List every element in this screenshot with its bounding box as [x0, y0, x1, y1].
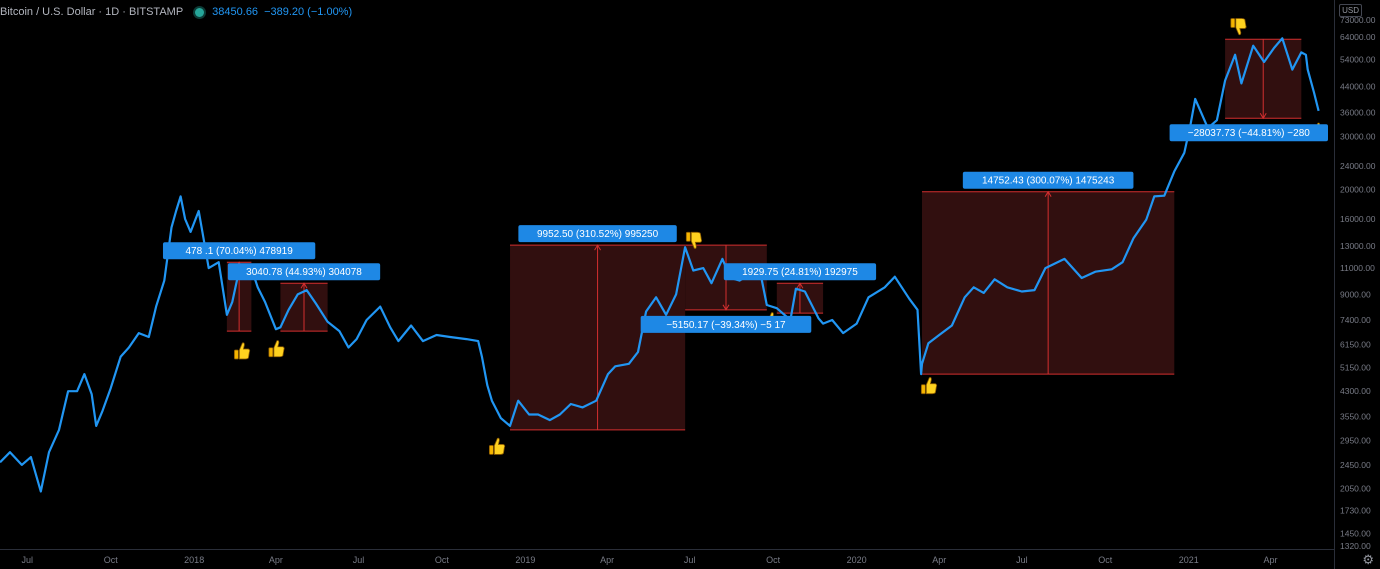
x-tick-label: Oct	[435, 555, 450, 565]
thumb-hand	[690, 231, 703, 249]
x-tick-label: Oct	[766, 555, 781, 565]
y-tick-label: 7400.00	[1340, 315, 1371, 325]
y-tick-label: 4300.00	[1340, 386, 1371, 396]
range-labels: 478 .1 (70.04%) 478919 3040.78 (44.93%) 3…	[162, 124, 1328, 333]
range-label: 3040.78 (44.93%) 304078	[227, 263, 381, 281]
y-tick-label: 9000.00	[1340, 289, 1371, 299]
arrow-up-icon	[594, 244, 602, 251]
market-status-icon	[195, 7, 205, 17]
range-label: −5150.17 (−39.34%) −5 17	[640, 315, 812, 333]
range-label: 478 .1 (70.04%) 478919	[162, 242, 316, 260]
x-tick-label: Jul	[353, 555, 365, 565]
range-label-bg	[518, 225, 677, 243]
x-tick-label: Jul	[684, 555, 696, 565]
arrow-up-icon	[300, 282, 308, 289]
y-tick-label: 16000.00	[1340, 214, 1376, 224]
price-axis[interactable]: 1320.00 1450.00 1730.00 2050.00 2450.00 2950.…	[1334, 0, 1376, 569]
y-tick-label: 6150.00	[1340, 339, 1371, 349]
y-tick-label: 64000.00	[1340, 32, 1376, 42]
thumb-cuff	[268, 347, 274, 358]
x-tick-label: Apr	[600, 555, 614, 565]
arrow-down-icon	[1259, 112, 1267, 120]
y-tick-label: 13000.00	[1340, 241, 1376, 251]
x-tick-label: 2021	[1179, 555, 1199, 565]
range-label-bg	[1169, 124, 1328, 142]
thumb-hand	[273, 340, 285, 358]
range-label: 1929.75 (24.81%) 192975	[723, 263, 877, 281]
range-label-text: 1929.75 (24.81%) 192975	[742, 267, 858, 278]
range-label-bg	[723, 263, 877, 281]
currency-button[interactable]: USD	[1339, 4, 1362, 17]
symbol-title: Bitcoin / U.S. Dollar · 1D · BITSTAMP	[0, 6, 184, 18]
thumb-cuff	[920, 384, 926, 395]
x-tick-label: Apr	[932, 555, 946, 565]
range-label-text: −28037.73 (−44.81%) −280	[1188, 128, 1310, 139]
range-label-text: −5150.17 (−39.34%) −5 17	[666, 320, 786, 331]
x-tick-label: Jul	[1016, 555, 1028, 565]
time-axis[interactable]: Jul Oct 2018 Apr Jul Oct 2019 Apr Jul Oct 2020 Apr J…	[0, 549, 1334, 566]
thumb-hand	[238, 342, 251, 360]
x-tick-label: Oct	[1098, 555, 1113, 565]
thumb-hand	[925, 377, 938, 395]
y-tick-label: 2050.00	[1340, 483, 1371, 493]
arrow-up-icon	[796, 282, 804, 289]
price-series	[0, 37, 1320, 493]
thumb-cuff	[1230, 18, 1236, 28]
y-tick-label: 3550.00	[1340, 411, 1371, 421]
range-label: −28037.73 (−44.81%) −280	[1169, 124, 1328, 142]
range-label-text: 14752.43 (300.07%) 1475243	[982, 176, 1115, 187]
thumb-hand	[493, 437, 506, 455]
y-tick-label: 36000.00	[1340, 108, 1376, 118]
arrow-down-icon	[722, 304, 730, 311]
thumb-cuff	[685, 231, 691, 242]
thumb-cuff	[233, 349, 239, 360]
range-label-text: 3040.78 (44.93%) 304078	[246, 267, 362, 278]
range-label-text: 478 .1 (70.04%) 478919	[185, 246, 293, 257]
y-tick-label: 54000.00	[1340, 55, 1376, 65]
x-tick-label: Oct	[104, 555, 119, 565]
range-label-bg	[640, 315, 812, 333]
price-line	[0, 37, 1320, 493]
range-label: 14752.43 (300.07%) 1475243	[962, 171, 1134, 189]
y-tick-label: 73000.00	[1340, 15, 1376, 25]
x-tick-label: Apr	[269, 555, 283, 565]
symbol-header: Bitcoin / U.S. Dollar · 1D · BITSTAMP 38…	[0, 4, 352, 20]
thumbs-up-icon	[233, 342, 251, 360]
x-tick-label: Jul	[21, 555, 33, 565]
y-tick-label: 24000.00	[1340, 161, 1376, 171]
y-tick-label: 20000.00	[1340, 185, 1376, 195]
y-tick-label: 2450.00	[1340, 460, 1371, 470]
arrow-up-icon	[1044, 190, 1052, 197]
thumb-hand	[1235, 18, 1247, 36]
y-tick-label: 2950.00	[1340, 436, 1371, 446]
y-tick-label: 44000.00	[1340, 81, 1376, 91]
thumbs-up-icon	[488, 437, 506, 455]
price-change: −389.20 (−1.00%)	[264, 6, 353, 18]
range-label-bg	[162, 242, 316, 260]
x-tick-label: 2020	[847, 555, 867, 565]
range-label-text: 9952.50 (310.52%) 995250	[537, 229, 659, 240]
y-tick-label: 5150.00	[1340, 363, 1371, 373]
x-tick-label: 2018	[184, 555, 204, 565]
settings-gear-icon[interactable]: ⚙	[1362, 552, 1374, 567]
y-tick-label: 11000.00	[1340, 263, 1375, 273]
range-label-bg	[962, 171, 1134, 189]
last-price: 38450.66	[212, 6, 259, 18]
y-tick-label: 1450.00	[1340, 529, 1371, 539]
thumb-cuff	[488, 445, 494, 455]
thumbs-up-icon	[920, 377, 938, 395]
range-label: 9952.50 (310.52%) 995250	[518, 225, 677, 243]
x-tick-label: 2019	[515, 555, 535, 565]
y-tick-label: 1730.00	[1340, 506, 1371, 516]
thumbs-down-icon	[1230, 18, 1247, 36]
thumbs-up-icon	[268, 340, 285, 358]
y-tick-label: 1320.00	[1340, 541, 1371, 551]
range-label-bg	[227, 263, 381, 281]
thumbs-down-icon	[685, 231, 703, 249]
y-tick-label: 30000.00	[1340, 132, 1376, 142]
x-tick-label: Apr	[1263, 555, 1277, 565]
